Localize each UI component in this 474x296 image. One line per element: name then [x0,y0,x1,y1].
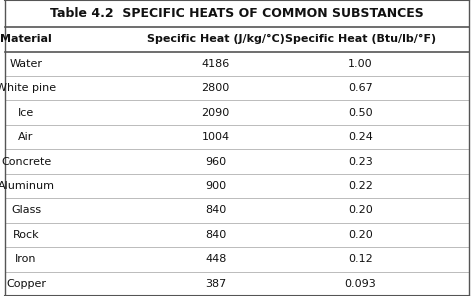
Text: Glass: Glass [11,205,41,215]
Text: 0.24: 0.24 [348,132,373,142]
Text: 387: 387 [205,279,226,289]
Text: Specific Heat (J/kg/°C): Specific Heat (J/kg/°C) [147,34,284,44]
Text: 0.20: 0.20 [348,205,373,215]
Text: Air: Air [18,132,34,142]
Text: 0.50: 0.50 [348,108,373,118]
Text: Specific Heat (Btu/lb/°F): Specific Heat (Btu/lb/°F) [285,34,436,44]
Text: Copper: Copper [6,279,46,289]
Text: Iron: Iron [15,254,37,264]
Text: 840: 840 [205,205,226,215]
Text: Rock: Rock [13,230,39,240]
Text: 0.20: 0.20 [348,230,373,240]
Text: Ice: Ice [18,108,34,118]
Text: 0.22: 0.22 [348,181,373,191]
Text: 448: 448 [205,254,227,264]
Text: 2800: 2800 [201,83,230,93]
Text: Concrete: Concrete [1,157,51,167]
Text: 0.23: 0.23 [348,157,373,167]
Text: Material: Material [0,34,52,44]
Text: Water: Water [9,59,43,69]
Text: 1.00: 1.00 [348,59,373,69]
Text: White pine: White pine [0,83,56,93]
Text: 0.12: 0.12 [348,254,373,264]
Text: 840: 840 [205,230,226,240]
Text: 0.093: 0.093 [345,279,376,289]
Text: 2090: 2090 [201,108,230,118]
Text: Table 4.2  SPECIFIC HEATS OF COMMON SUBSTANCES: Table 4.2 SPECIFIC HEATS OF COMMON SUBST… [50,7,424,20]
Text: 0.67: 0.67 [348,83,373,93]
Text: 960: 960 [205,157,226,167]
Text: 4186: 4186 [201,59,230,69]
Text: Aluminum: Aluminum [0,181,55,191]
Text: 1004: 1004 [201,132,230,142]
Text: 900: 900 [205,181,226,191]
